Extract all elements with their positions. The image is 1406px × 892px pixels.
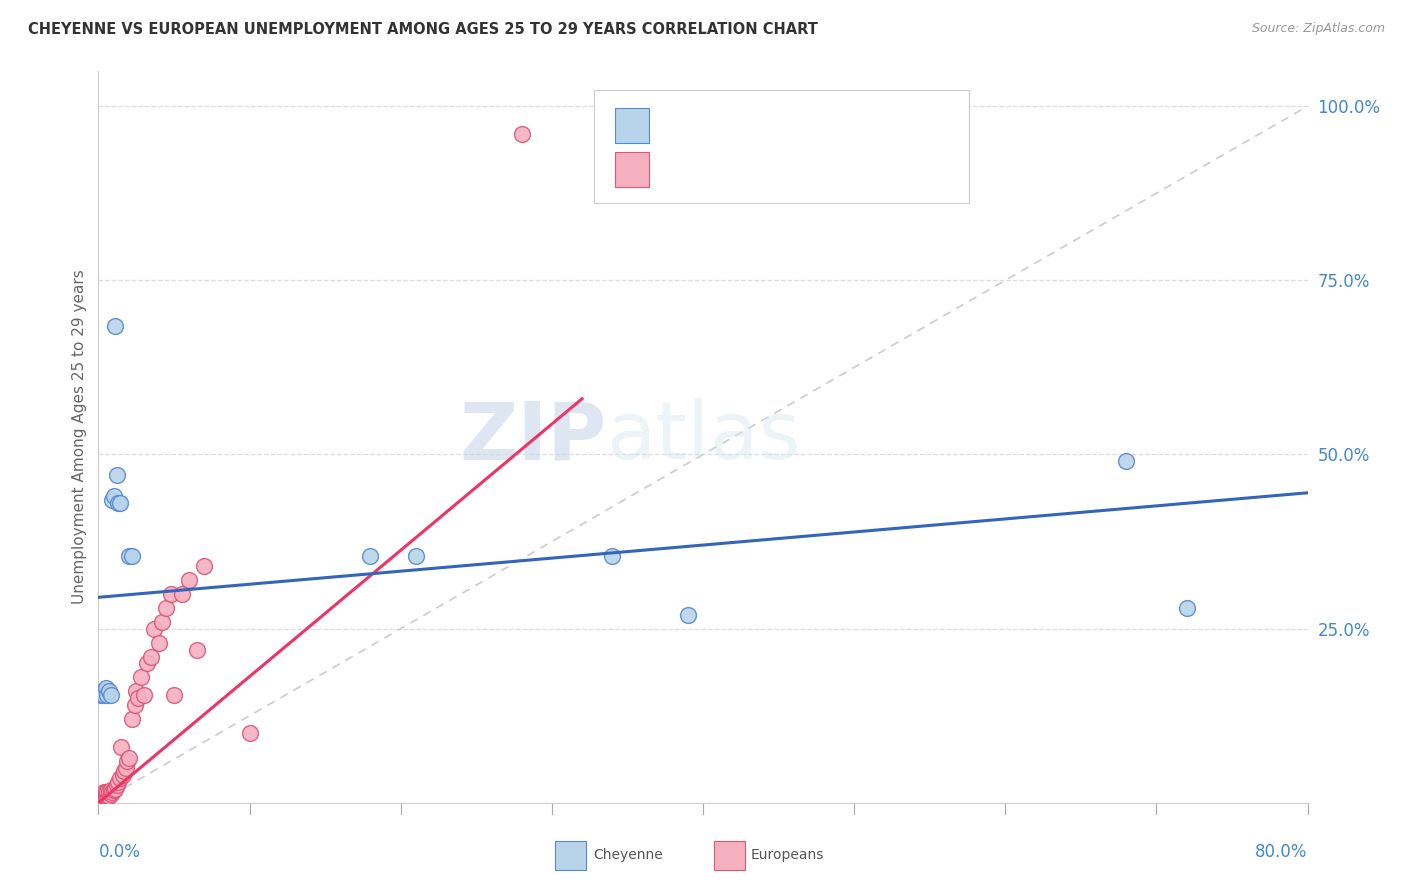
Point (602, 549, 624, 563)
Point (114, 761, 136, 775)
Point (170, 587, 193, 601)
Point (108, 496, 131, 510)
Text: atlas: atlas (606, 398, 800, 476)
Point (100, 788, 122, 802)
Text: Europeans: Europeans (751, 848, 824, 863)
Point (89, 790, 111, 805)
Point (1115, 454, 1137, 468)
Text: 0.598: 0.598 (707, 161, 755, 177)
Point (94, 790, 117, 805)
Point (132, 688, 155, 702)
Point (124, 698, 146, 713)
Point (163, 688, 186, 702)
Point (121, 712, 143, 726)
Text: N =: N = (787, 161, 821, 177)
Point (135, 657, 157, 671)
Point (118, 750, 141, 764)
Point (186, 642, 208, 657)
Point (155, 600, 177, 615)
Point (239, 726, 262, 740)
Point (89, 789, 111, 803)
Point (98, 684, 121, 698)
Text: Source: ZipAtlas.com: Source: ZipAtlas.com (1251, 22, 1385, 36)
Point (98, 789, 121, 803)
Point (177, 573, 201, 587)
Text: Cheyenne: Cheyenne (593, 848, 664, 863)
Point (141, 649, 163, 664)
Point (90, 792, 112, 806)
Point (110, 740, 132, 755)
Point (100, 783, 122, 797)
Point (91, 684, 114, 698)
Text: 53: 53 (828, 161, 849, 177)
Point (105, 468, 128, 483)
Point (103, 489, 125, 503)
Point (93, 785, 115, 799)
Text: R =: R = (666, 118, 700, 133)
Point (127, 691, 149, 706)
Point (104, 781, 127, 796)
Point (360, 549, 382, 563)
Point (1175, 600, 1198, 615)
Point (89, 792, 111, 806)
Point (91, 790, 114, 805)
Point (115, 754, 138, 768)
Text: 0.0%: 0.0% (98, 843, 141, 861)
Point (94, 785, 117, 799)
Point (101, 785, 124, 799)
Point (129, 670, 152, 684)
Point (108, 772, 131, 786)
Text: ZIP: ZIP (458, 398, 606, 476)
Point (100, 688, 122, 702)
Point (101, 492, 124, 507)
Point (103, 783, 125, 797)
Point (90, 789, 112, 803)
Bar (614, 108, 648, 143)
Point (510, 127, 533, 141)
Point (193, 558, 215, 573)
Point (91, 792, 114, 806)
Point (121, 549, 143, 563)
Point (118, 549, 141, 563)
Point (148, 635, 170, 649)
Point (98, 785, 121, 799)
Point (112, 764, 135, 779)
Text: 0.158: 0.158 (707, 118, 755, 133)
Point (111, 768, 134, 782)
Point (405, 549, 427, 563)
Point (125, 684, 148, 698)
Point (143, 622, 166, 636)
Text: CHEYENNE VS EUROPEAN UNEMPLOYMENT AMONG AGES 25 TO 29 YEARS CORRELATION CHART: CHEYENNE VS EUROPEAN UNEMPLOYMENT AMONG … (28, 22, 818, 37)
Point (107, 775, 129, 789)
Point (94, 788, 117, 802)
Y-axis label: Unemployment Among Ages 25 to 29 years: Unemployment Among Ages 25 to 29 years (72, 269, 87, 605)
Point (150, 615, 173, 629)
Point (90, 790, 112, 805)
FancyBboxPatch shape (595, 90, 969, 203)
Point (676, 607, 699, 622)
Point (107, 496, 129, 510)
Text: 21: 21 (828, 118, 849, 133)
Point (94, 681, 117, 695)
Point (93, 789, 115, 803)
Point (91, 789, 114, 803)
Point (160, 587, 183, 601)
Point (96, 789, 118, 803)
Text: 80.0%: 80.0% (1256, 843, 1308, 861)
Point (96, 785, 118, 799)
Bar (614, 152, 648, 187)
Point (93, 688, 115, 702)
Point (105, 778, 128, 792)
Text: N =: N = (787, 118, 821, 133)
Point (104, 318, 127, 333)
Point (93, 792, 115, 806)
Point (96, 688, 118, 702)
Text: R =: R = (666, 161, 700, 177)
Point (90, 688, 112, 702)
